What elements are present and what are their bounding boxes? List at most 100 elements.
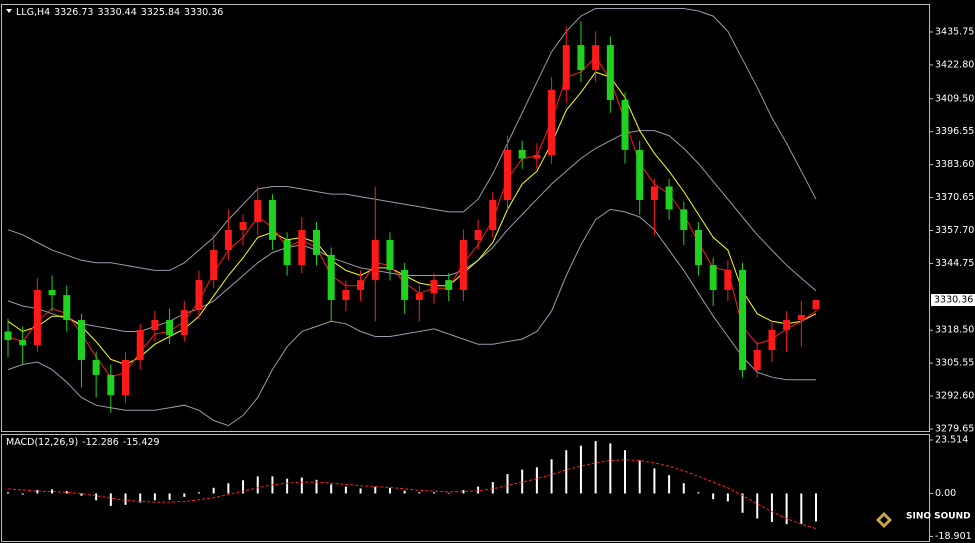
y-tick-label: 3370.65 [935,192,974,203]
y-tick-label: 0.00 [935,488,956,499]
macd-bar [579,445,582,494]
candle-body [577,45,585,71]
macd-bar [227,483,230,494]
macd-bar [153,493,156,501]
candle-body [562,45,570,90]
macd-bar [256,476,259,494]
candle-body [533,154,541,159]
candle-body [166,320,174,336]
candle-body [4,331,12,341]
candle-body [313,229,321,255]
y-tick-label: 3396.55 [935,126,974,137]
header-close: 3330.36 [184,7,223,18]
current-price-label: 3330.36 [934,295,973,306]
macd-title: MACD(12,26,9) [6,437,78,448]
candle-body [92,359,100,375]
macd-bar [109,493,112,506]
macd-bar [491,482,494,494]
candle-body [753,350,761,371]
macd-bar [609,443,612,494]
macd-bar [712,493,715,500]
y-tick-label: 3435.75 [935,27,974,38]
candle-body [268,199,276,240]
y-tick-label: 3318.50 [935,325,974,336]
macd-bar [433,492,436,494]
macd-bar [770,493,773,522]
macd-bar [800,493,803,525]
collapse-arrow [6,9,12,13]
macd-bar [95,493,98,501]
candle-body [19,340,27,346]
macd-bar [183,493,186,497]
candle-body [151,320,159,330]
macd-bar [242,480,245,494]
macd-bar [197,492,200,494]
candle-body [489,199,497,230]
y-tick-label: 3279.65 [935,423,974,434]
overlay-line [7,71,817,366]
candle-body [650,186,658,200]
y-tick-label: 3305.55 [935,358,974,369]
header-open: 3326.73 [54,7,93,18]
y-tick-label: 3409.50 [935,93,974,104]
macd-bar [815,493,817,522]
candle-body [401,269,409,300]
candle-body [254,199,262,223]
macd-bar [139,493,142,503]
y-tick-label: 23.514 [935,434,968,445]
macd-bar [418,492,421,494]
macd-bar [168,493,171,500]
macd-bar [51,489,54,494]
candle-body [386,239,394,270]
y-tick-label: 3422.80 [935,59,974,70]
macd-bar [726,493,729,502]
header-high: 3330.44 [97,7,136,18]
candle-body [812,300,820,310]
macd-bar [697,492,700,494]
candle-body [283,239,291,266]
signal-value: -15.429 [123,437,160,448]
macd-bar [506,474,509,494]
macd-bar [7,492,9,494]
candle-body [724,269,732,291]
candle-body [239,222,247,230]
y-tick-label: 3344.75 [935,258,974,269]
candle-body [195,280,203,311]
macd-bar [80,493,83,496]
macd-bar [594,441,597,494]
candle-body [430,280,438,294]
candle-body [371,239,379,281]
candle-body [122,359,130,396]
signal-line [7,459,817,530]
candle-body [621,100,629,150]
candle-body [665,186,673,210]
candle-body [357,280,365,291]
candle-body [694,229,702,266]
macd-value: -12.286 [82,437,119,448]
y-tick-label: 3357.70 [935,225,974,236]
macd-bar [36,490,39,494]
logo-text: SINO SOUND [906,512,971,522]
macd-bar [785,493,788,525]
macd-bar [374,486,377,494]
macd-bar [403,490,406,494]
macd-bar [21,493,24,495]
macd-bar [124,493,127,505]
macd-bar [300,477,303,494]
price-panel-frame [1,4,930,432]
macd-bar [682,483,685,494]
candle-body [548,89,556,155]
candle-body [48,290,56,296]
macd-header: MACD(12,26,9) -12.286 -15.429 [6,437,160,448]
macd-bar [286,478,289,494]
candle-body [33,290,41,346]
candle-body [210,250,218,281]
macd-bar [359,488,362,494]
macd-bar [565,450,568,494]
macd-bar [344,486,347,494]
candle-body [459,239,467,291]
candle-body [342,290,350,300]
macd-bar [447,492,450,494]
macd-bar [756,493,759,519]
overlay-line [7,55,817,378]
